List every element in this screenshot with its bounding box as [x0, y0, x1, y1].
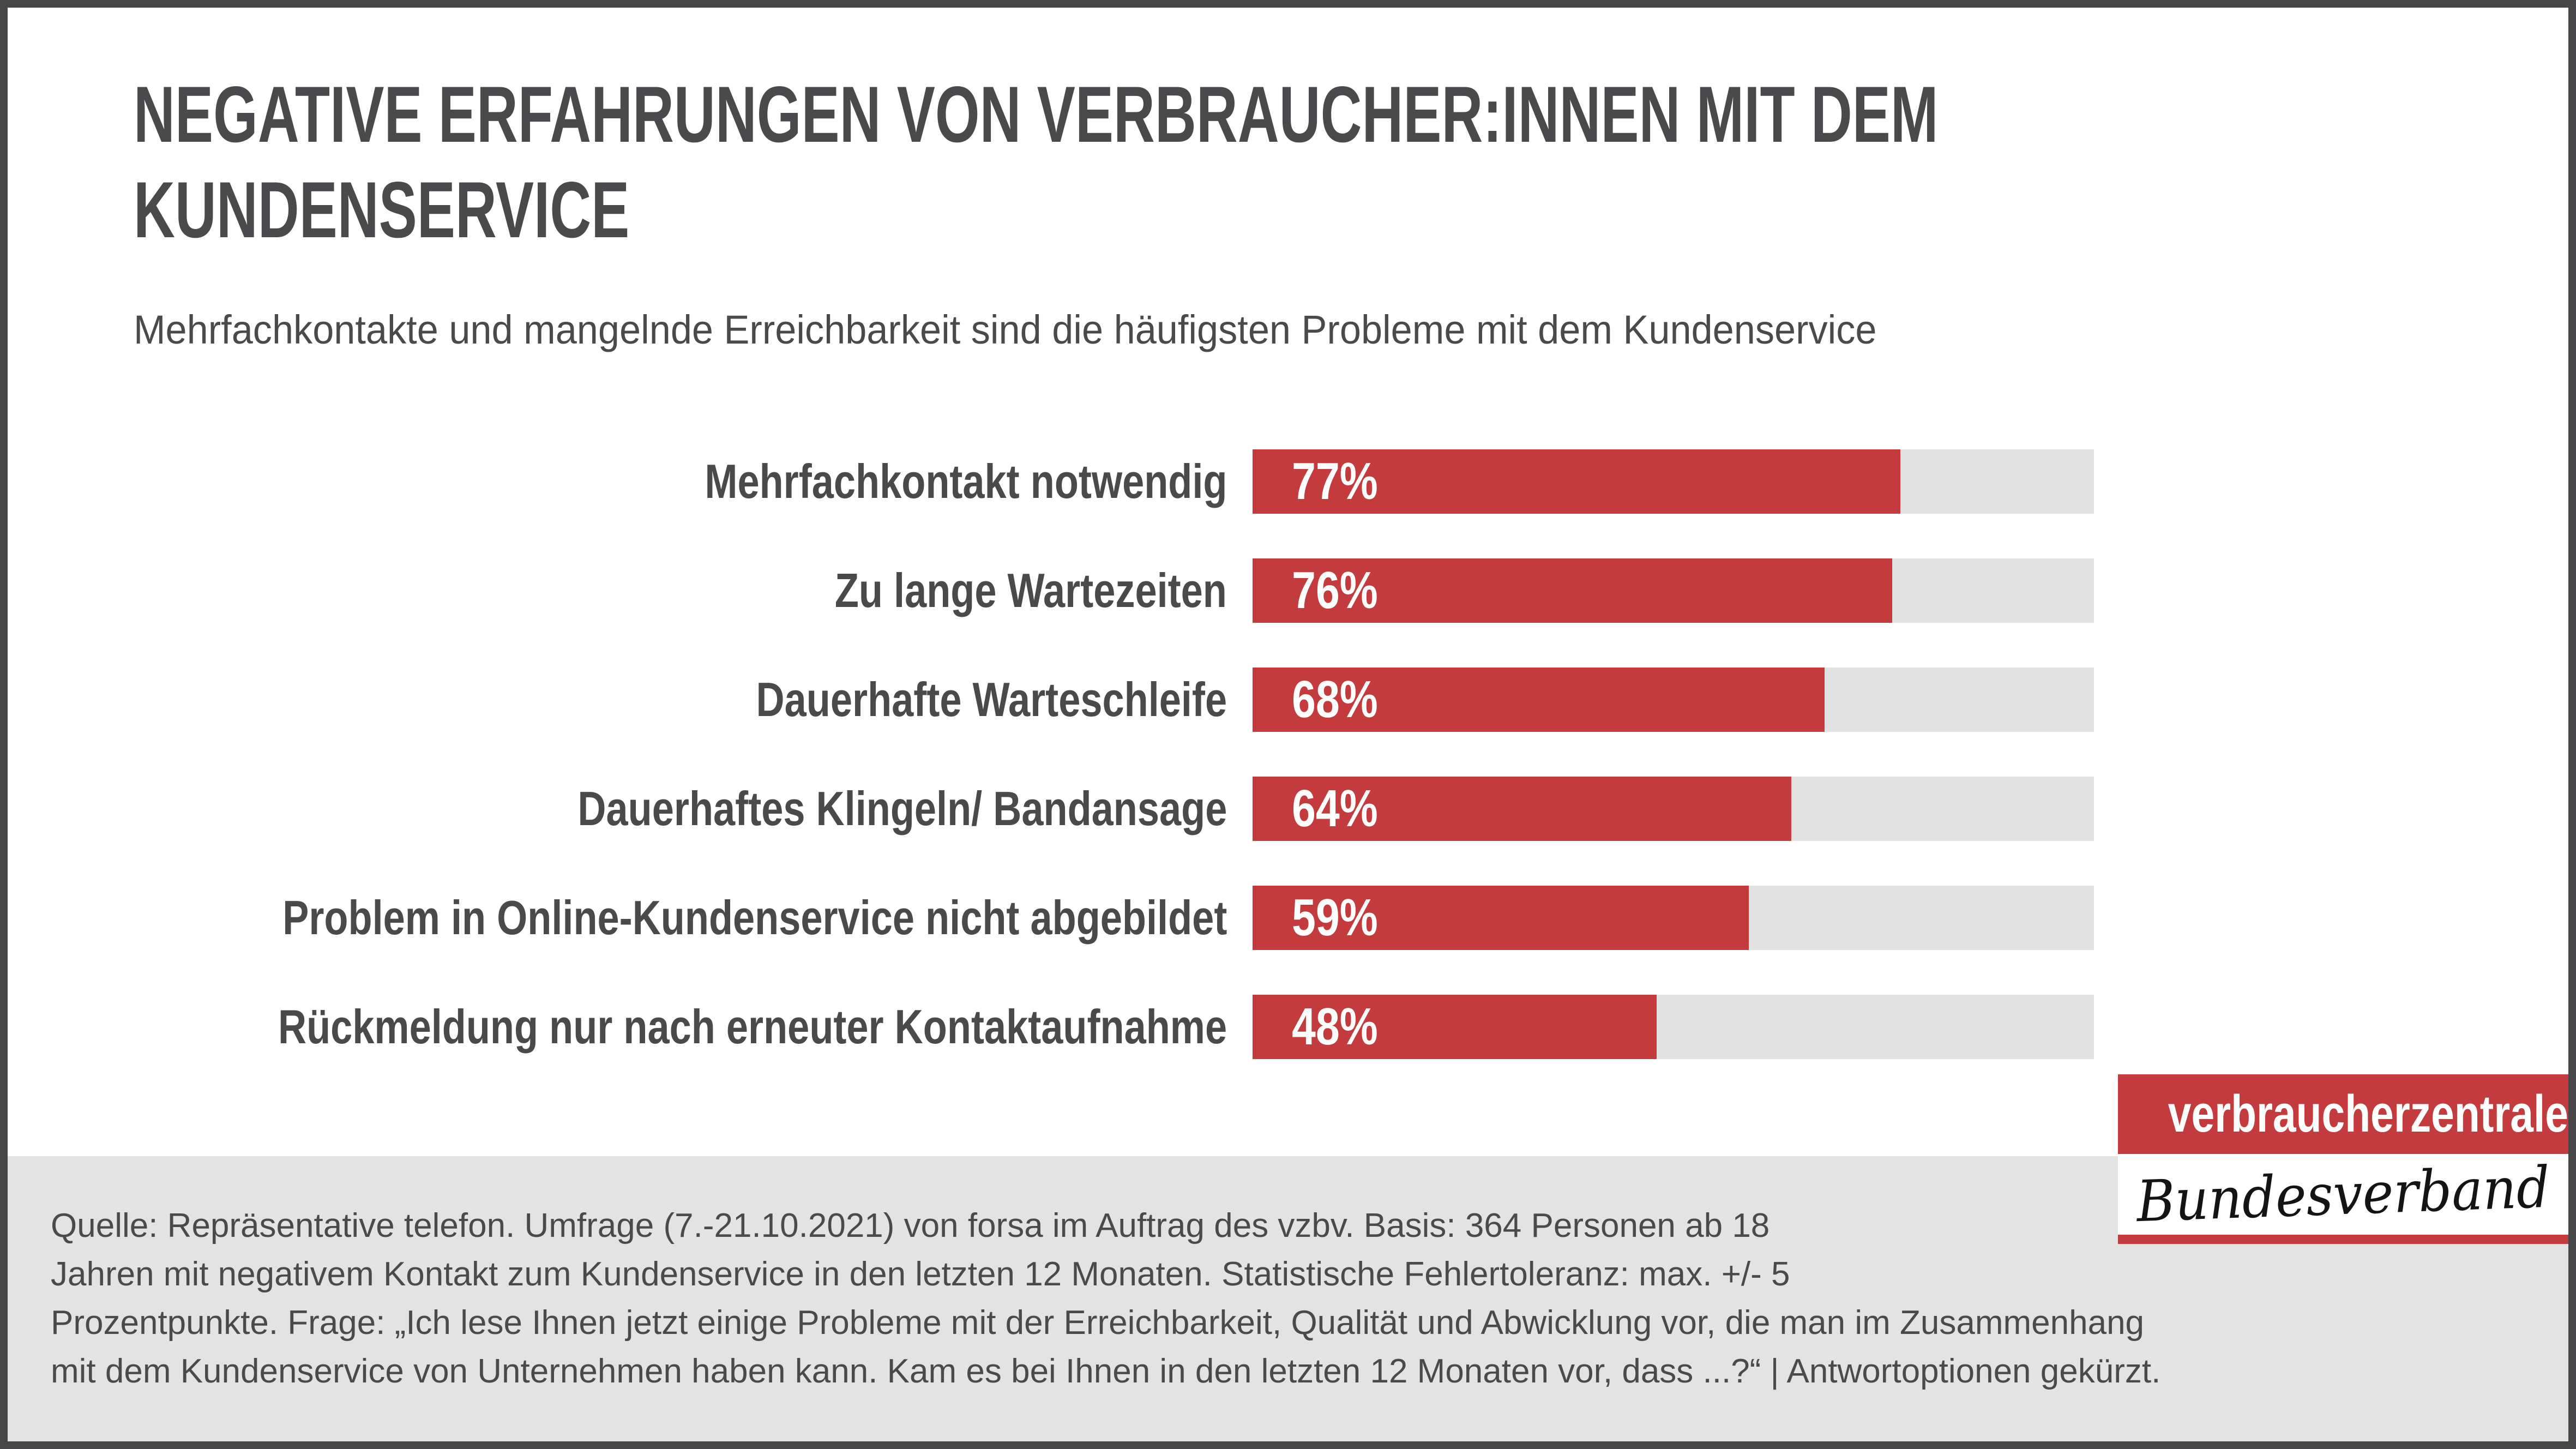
source-line: Jahren mit negativem Kontakt zum Kundens…	[51, 1255, 1790, 1293]
title-line-1: NEGATIVE ERFAHRUNGEN VON VERBRAUCHER:INN…	[134, 70, 1939, 159]
bar-value: 59%	[1292, 888, 1378, 947]
bar-track: 48%	[1253, 995, 2094, 1059]
bar-fill: 76%	[1253, 558, 1892, 623]
bar-track: 68%	[1253, 668, 2094, 732]
bar-label: Zu lange Wartezeiten	[834, 563, 1227, 617]
bar-label: Problem in Online-Kundenservice nicht ab…	[282, 891, 1227, 945]
bar-track: 76%	[1253, 558, 2094, 623]
bar-value: 77%	[1292, 452, 1378, 510]
bar-fill: 59%	[1253, 886, 1749, 950]
bar-row: Problem in Online-Kundenservice nicht ab…	[8, 886, 2568, 950]
logo-underline	[2118, 1235, 2568, 1244]
bar-value: 64%	[1292, 779, 1378, 838]
logo-script: Bundesverband	[2135, 1153, 2551, 1235]
source-line: Quelle: Repräsentative telefon. Umfrage …	[51, 1207, 1770, 1244]
source-note: Quelle: Repräsentative telefon. Umfrage …	[51, 1201, 2160, 1396]
bar-fill: 77%	[1253, 449, 1901, 514]
bar-label: Mehrfachkontakt notwendig	[704, 454, 1227, 508]
bar-chart: Mehrfachkontakt notwendig 77% Zu lange War…	[8, 8, 2568, 1156]
bar-row: Rückmeldung nur nach erneuter Kontaktauf…	[8, 995, 2568, 1059]
source-line: Prozentpunkte. Frage: „Ich lese Ihnen je…	[51, 1304, 2145, 1342]
source-line: mit dem Kundenservice von Unternehmen ha…	[51, 1352, 2161, 1390]
logo-wordmark: verbraucherzentrale	[2168, 1085, 2568, 1143]
logo-wordmark-box: verbraucherzentrale	[2118, 1074, 2568, 1154]
vzbv-logo: verbraucherzentrale Bundesverband	[2118, 1074, 2568, 1244]
logo-script-box: Bundesverband	[2118, 1154, 2568, 1235]
bar-row: Zu lange Wartezeiten 76%	[8, 558, 2568, 623]
title-line-2: KUNDENSERVICE	[134, 165, 630, 254]
bar-label: Rückmeldung nur nach erneuter Kontaktauf…	[278, 1000, 1227, 1054]
bar-fill: 68%	[1253, 668, 1825, 732]
bar-row: Mehrfachkontakt notwendig 77%	[8, 449, 2568, 514]
bar-row: Dauerhaftes Klingeln/ Bandansage 64%	[8, 777, 2568, 841]
bar-fill: 48%	[1253, 995, 1657, 1059]
bar-value: 76%	[1292, 561, 1378, 620]
bar-row: Dauerhafte Warteschleife 68%	[8, 668, 2568, 732]
bar-label: Dauerhafte Warteschleife	[756, 672, 1227, 726]
subtitle: Mehrfachkontakte und mangelnde Erreichba…	[134, 307, 1877, 352]
bar-value: 68%	[1292, 670, 1378, 729]
bar-fill: 64%	[1253, 777, 1791, 841]
page-title: NEGATIVE ERFAHRUNGEN VON VERBRAUCHER:INN…	[134, 67, 2568, 257]
bar-track: 77%	[1253, 449, 2094, 514]
bar-value: 48%	[1292, 997, 1378, 1056]
bar-track: 64%	[1253, 777, 2094, 841]
bar-label: Dauerhaftes Klingeln/ Bandansage	[577, 781, 1227, 835]
bar-track: 59%	[1253, 886, 2094, 950]
